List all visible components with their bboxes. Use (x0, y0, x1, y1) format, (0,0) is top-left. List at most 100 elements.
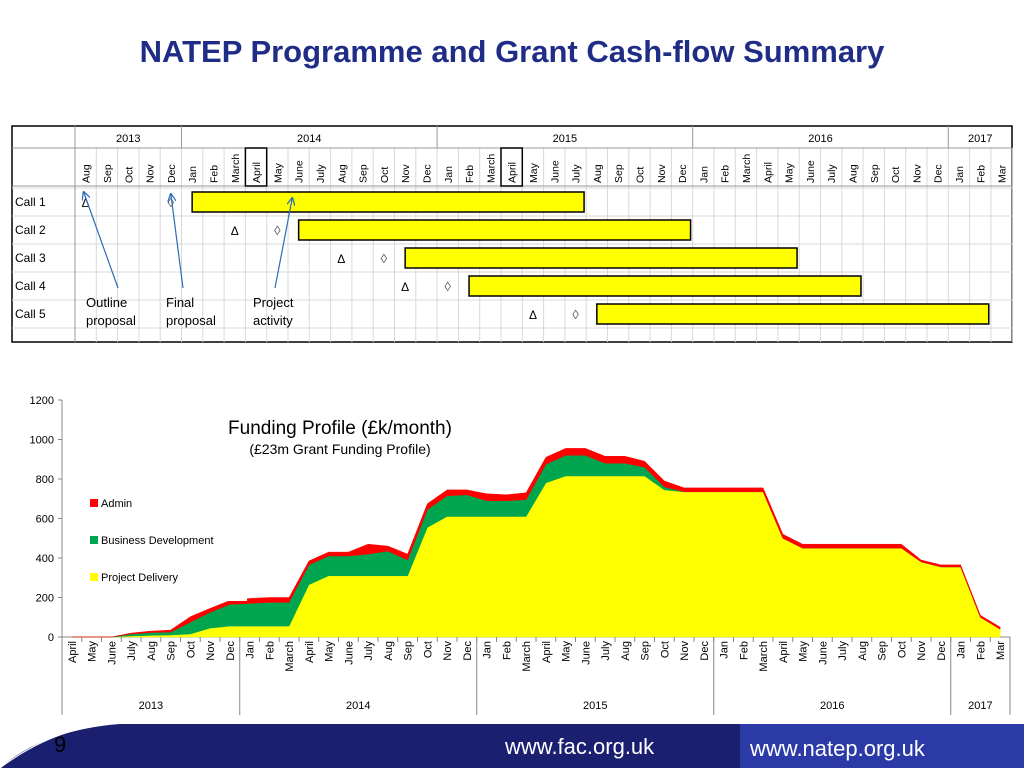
x-category-label: Nov (205, 641, 217, 661)
gantt-month-label: Oct (379, 167, 391, 183)
gantt-month-label: April (762, 162, 774, 183)
final-proposal-marker: ◊ (274, 223, 281, 238)
x-category-label: Feb (738, 641, 750, 660)
series-area-admin (71, 448, 1001, 638)
natep-website-link[interactable]: www.natep.org.uk (750, 736, 925, 761)
gantt-call-label: Call 5 (15, 307, 46, 321)
x-category-label: Dec (936, 641, 948, 661)
gantt-month-label: Jan (698, 166, 710, 183)
gantt-month-label: Jan (954, 166, 966, 183)
y-tick-label: 200 (36, 593, 54, 605)
x-category-label: Dec (462, 641, 474, 661)
gantt-month-label: Sep (358, 164, 370, 183)
x-category-label: April (304, 641, 316, 663)
gantt-month-label: Oct (634, 167, 646, 183)
final-proposal-marker: ◊ (445, 279, 452, 294)
x-category-label: Feb (975, 641, 987, 660)
x-category-label: Oct (422, 641, 434, 658)
y-tick-label: 400 (36, 553, 54, 565)
y-tick-label: 600 (36, 514, 54, 526)
gantt-month-label: Jan (443, 166, 455, 183)
gantt-activity-bar (191, 191, 585, 213)
annotation-label: Project activity (253, 295, 294, 328)
x-category-label: Aug (857, 641, 869, 661)
gantt-call-label: Call 4 (15, 279, 46, 293)
x-category-label: Sep (640, 641, 652, 661)
gantt-activity-bar (297, 219, 692, 241)
gantt-month-label: March (230, 154, 242, 183)
gantt-month-label: Dec (677, 164, 689, 183)
gantt-year-label: 2014 (297, 133, 321, 145)
legend-swatch (90, 536, 98, 544)
x-category-label: Sep (403, 641, 415, 661)
gantt-month-label: June (805, 160, 817, 183)
x-category-label: Oct (659, 641, 671, 658)
gantt-month-label: Sep (613, 164, 625, 183)
legend-box (82, 493, 247, 601)
outline-proposal-marker: Δ (82, 196, 90, 210)
fac-website-link[interactable]: www.fac.org.uk (505, 734, 655, 759)
gantt-year-label: 2013 (116, 133, 140, 145)
gantt-call-label: Call 3 (15, 251, 46, 265)
y-tick-label: 0 (48, 632, 54, 644)
gantt-month-label: Dec (421, 164, 433, 183)
gantt-month-label: Aug (592, 164, 604, 183)
gantt-year-label: 2017 (968, 133, 992, 145)
gantt-month-label: May (784, 162, 796, 183)
x-category-label: July (600, 641, 612, 661)
gantt-month-label: Jan (187, 166, 199, 183)
footer: 9 www.fac.org.uk www.natep.org.uk (0, 722, 1024, 768)
x-category-label: April (541, 641, 553, 663)
outline-proposal-marker: Δ (529, 308, 537, 322)
x-category-label: March (284, 641, 296, 672)
x-category-label: Nov (679, 641, 691, 661)
outline-proposal-marker: Δ (337, 252, 345, 266)
year-group-label: 2016 (820, 700, 844, 712)
y-tick-label: 800 (36, 474, 54, 486)
x-category-label: Oct (896, 641, 908, 658)
gantt-month-label: Feb (464, 165, 476, 183)
chart-subtitle: (£23m Grant Funding Profile) (249, 441, 430, 457)
x-category-label: April (778, 641, 790, 663)
x-category-label: Feb (264, 641, 276, 660)
legend-label: Admin (101, 498, 132, 510)
x-category-label: May (561, 641, 573, 662)
x-category-label: July (837, 641, 849, 661)
final-proposal-marker: ◊ (572, 307, 579, 322)
gantt-activity-bar (596, 303, 990, 325)
x-category-label: Mar (995, 641, 1007, 660)
gantt-month-label: March (741, 154, 753, 183)
x-category-label: Jan (245, 641, 257, 659)
x-category-label: May (87, 641, 99, 662)
gantt-month-label: June (549, 160, 561, 183)
x-category-label: April (67, 641, 79, 663)
legend-label: Business Development (101, 535, 214, 547)
final-proposal-marker: ◊ (381, 251, 388, 266)
gantt-month-label: Oct (123, 167, 135, 183)
legend-label: Project Delivery (101, 572, 179, 584)
funding-profile-chart: 0 200 400 600 800 1000 1200 April May June July Aug… (30, 395, 1011, 715)
x-category-label: Aug (383, 641, 395, 661)
annotation-arrow (84, 192, 119, 289)
gantt-month-label: Feb (208, 165, 220, 183)
legend-swatch (90, 573, 98, 581)
gantt-month-label: May (528, 162, 540, 183)
gantt-month-label: Feb (720, 165, 732, 183)
x-category-label: June (580, 641, 592, 665)
gantt-month-label: July (315, 164, 327, 183)
gantt-month-label: July (571, 164, 583, 183)
gantt-month-label: May (272, 162, 284, 183)
gantt-call-label: Call 2 (15, 223, 46, 237)
gantt-month-label: Dec (166, 164, 178, 183)
gantt-month-label: Mar (997, 164, 1009, 183)
x-category-label: June (106, 641, 118, 665)
gantt-highlighted-month (500, 147, 524, 187)
x-category-label: March (758, 641, 770, 672)
x-category-label: Jan (719, 641, 731, 659)
year-group-label: 2017 (968, 700, 992, 712)
year-group-label: 2015 (583, 700, 607, 712)
slide-number: 9 (54, 732, 67, 757)
gantt-month-label: Feb (975, 165, 987, 183)
chart-title: Funding Profile (£k/month) (228, 418, 452, 439)
x-category-label: Aug (620, 641, 632, 661)
